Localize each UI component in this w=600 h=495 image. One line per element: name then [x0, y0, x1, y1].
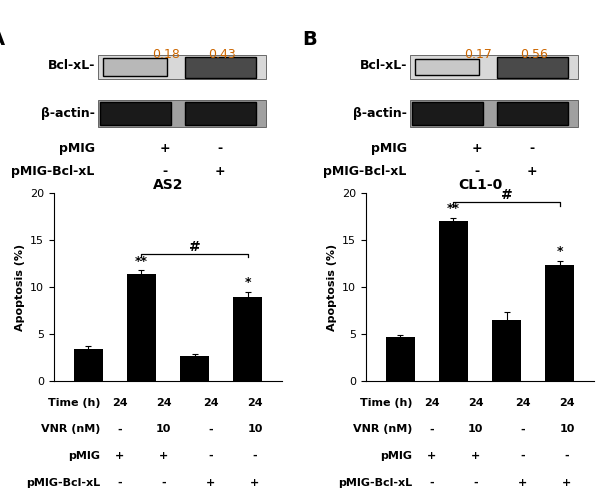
Text: *: *	[556, 246, 563, 258]
Text: +: +	[471, 451, 481, 461]
Text: -: -	[161, 478, 166, 488]
Text: -: -	[430, 424, 434, 435]
Text: +: +	[518, 478, 527, 488]
FancyBboxPatch shape	[412, 102, 483, 125]
Text: 24: 24	[156, 398, 172, 408]
Bar	[127, 274, 156, 381]
Bar	[439, 221, 468, 381]
Text: 0.43: 0.43	[208, 49, 236, 61]
Text: 10: 10	[247, 424, 263, 435]
Text: -: -	[163, 165, 168, 178]
Text: β-actin-: β-actin-	[353, 107, 407, 120]
FancyBboxPatch shape	[497, 56, 568, 78]
Text: -: -	[118, 424, 122, 435]
Text: -: -	[473, 478, 478, 488]
Text: 10: 10	[559, 424, 575, 435]
Text: -: -	[208, 424, 213, 435]
Y-axis label: Apoptosis (%): Apoptosis (%)	[14, 244, 25, 331]
Text: pMIG-Bcl-xL: pMIG-Bcl-xL	[323, 165, 407, 178]
Text: 24: 24	[247, 398, 263, 408]
Text: +: +	[562, 478, 572, 488]
Text: +: +	[527, 165, 538, 178]
Text: 24: 24	[468, 398, 484, 408]
Bar	[180, 356, 209, 381]
Text: *: *	[244, 276, 251, 290]
Text: 0.56: 0.56	[520, 49, 548, 61]
Text: +: +	[215, 165, 226, 178]
FancyBboxPatch shape	[410, 55, 578, 79]
Text: B: B	[302, 30, 317, 50]
FancyBboxPatch shape	[185, 102, 256, 125]
Text: VNR (nM): VNR (nM)	[41, 424, 100, 435]
Text: Time (h): Time (h)	[360, 398, 412, 408]
Text: pMIG-Bcl-xL: pMIG-Bcl-xL	[11, 165, 95, 178]
FancyBboxPatch shape	[98, 55, 266, 79]
Text: Bcl-xL-: Bcl-xL-	[47, 59, 95, 72]
Text: pMIG-Bcl-xL: pMIG-Bcl-xL	[338, 478, 412, 488]
Text: +: +	[472, 142, 482, 155]
Title: CL1-0: CL1-0	[458, 178, 502, 192]
FancyBboxPatch shape	[497, 102, 568, 125]
Text: #: #	[188, 240, 200, 254]
Text: +: +	[159, 451, 169, 461]
Text: 10: 10	[156, 424, 172, 435]
Text: -: -	[475, 165, 480, 178]
FancyBboxPatch shape	[98, 99, 266, 127]
Bar	[233, 297, 262, 381]
Text: +: +	[160, 142, 170, 155]
Text: **: **	[135, 255, 148, 268]
Text: -: -	[565, 451, 569, 461]
Text: pMIG-Bcl-xL: pMIG-Bcl-xL	[26, 478, 100, 488]
Text: +: +	[427, 451, 436, 461]
Text: A: A	[0, 30, 5, 50]
Text: pMIG: pMIG	[59, 142, 95, 155]
FancyBboxPatch shape	[415, 59, 479, 75]
Text: -: -	[430, 478, 434, 488]
Text: -: -	[253, 451, 257, 461]
Text: 24: 24	[515, 398, 530, 408]
Text: 0.17: 0.17	[464, 49, 493, 61]
Text: -: -	[118, 478, 122, 488]
Text: #: #	[500, 188, 512, 202]
Text: 24: 24	[559, 398, 575, 408]
Text: 24: 24	[112, 398, 127, 408]
FancyBboxPatch shape	[185, 56, 256, 78]
FancyBboxPatch shape	[103, 58, 167, 76]
Text: pMIG: pMIG	[380, 451, 412, 461]
Text: +: +	[206, 478, 215, 488]
Text: 24: 24	[424, 398, 439, 408]
Text: -: -	[520, 424, 525, 435]
Text: pMIG: pMIG	[68, 451, 100, 461]
Y-axis label: Apoptosis (%): Apoptosis (%)	[326, 244, 337, 331]
Bar	[545, 265, 574, 381]
Text: Bcl-xL-: Bcl-xL-	[359, 59, 407, 72]
Text: **: **	[447, 202, 460, 215]
Text: VNR (nM): VNR (nM)	[353, 424, 412, 435]
Bar	[492, 320, 521, 381]
Text: β-actin-: β-actin-	[41, 107, 95, 120]
Title: AS2: AS2	[153, 178, 183, 192]
Text: pMIG: pMIG	[371, 142, 407, 155]
Text: 0.18: 0.18	[152, 49, 181, 61]
Text: Time (h): Time (h)	[48, 398, 100, 408]
Text: -: -	[218, 142, 223, 155]
Text: 10: 10	[468, 424, 484, 435]
Text: -: -	[530, 142, 535, 155]
FancyBboxPatch shape	[100, 102, 171, 125]
Bar	[74, 349, 103, 381]
Text: -: -	[520, 451, 525, 461]
FancyBboxPatch shape	[410, 99, 578, 127]
Text: +: +	[115, 451, 124, 461]
Bar	[386, 337, 415, 381]
Text: -: -	[208, 451, 213, 461]
Text: +: +	[250, 478, 260, 488]
Text: 24: 24	[203, 398, 218, 408]
